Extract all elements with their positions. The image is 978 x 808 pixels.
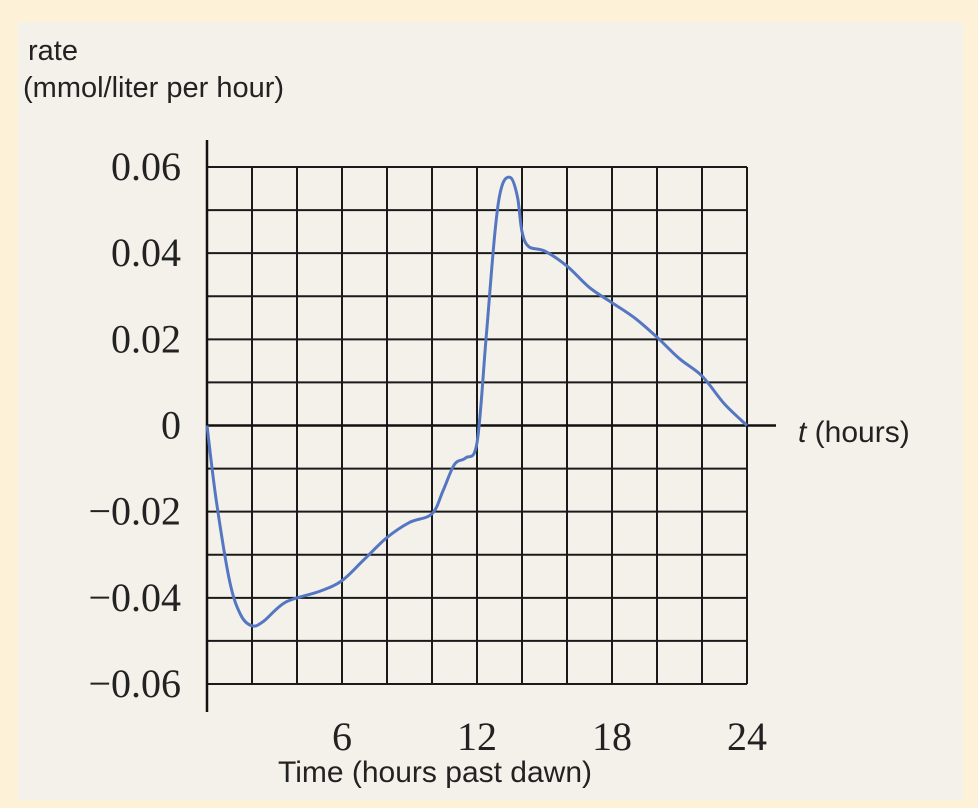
y-tick-label: −0.06: [88, 661, 181, 706]
y-tick-label: 0.02: [111, 316, 181, 361]
axes: [205, 140, 776, 712]
y-tick-label: −0.04: [88, 575, 181, 620]
x-axis-label: Time (hours past dawn): [278, 756, 592, 789]
t-unit: (hours): [806, 416, 909, 449]
rate-chart: rate (mmol/liter per hour) 0.060.040.020…: [23, 35, 910, 789]
y-tick-label: −0.02: [88, 489, 181, 534]
chart-panel: rate (mmol/liter per hour) 0.06 0.04 0.02 0…: [18, 22, 963, 800]
rate-curve: [205, 175, 749, 628]
y-tick-label: 0.06: [111, 144, 181, 189]
x-tick-label: 6: [332, 714, 352, 759]
x-tick-labels: 6 12 18 24: [332, 714, 767, 759]
t-variable: t: [798, 416, 808, 449]
y-tick-labels: 0.06 0.04 0.02 0 −0.02 −0.04 −0.06: [88, 144, 181, 706]
y-axis-label-line1: rate: [28, 35, 78, 67]
y-tick-label: 0.04: [111, 230, 181, 275]
t-axis-label: t (hours): [798, 416, 910, 449]
x-tick-label: 12: [457, 714, 497, 759]
y-tick-label: 0: [161, 403, 181, 448]
y-axis-label-line2: (mmol/liter per hour): [23, 72, 284, 104]
x-tick-label: 18: [592, 714, 632, 759]
grid: [207, 166, 748, 685]
x-tick-label: 24: [727, 714, 767, 759]
